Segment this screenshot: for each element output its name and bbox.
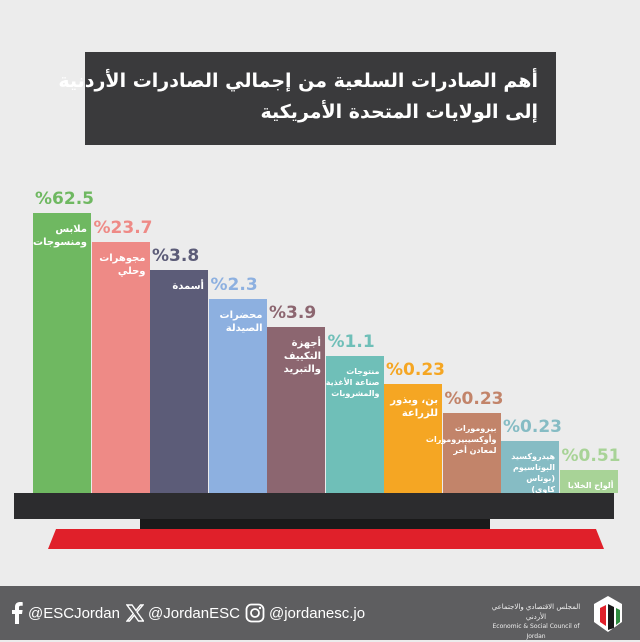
- chart-base-red-left: [48, 529, 56, 549]
- chart-base-red: [56, 529, 596, 549]
- x-icon: [126, 604, 144, 622]
- chart-title: أهم الصادرات السلعية من إجمالي الصادرات …: [58, 52, 556, 145]
- instagram-icon: [245, 603, 265, 623]
- bar-category-label: هيدروكسيد البوتاسيوم (بوتاس كاوي): [511, 452, 555, 494]
- chart-base-red-right: [596, 529, 604, 549]
- bar-value-label: %62.5: [35, 189, 94, 209]
- bar-category-label: منتوجات صناعة الأغذية والمشروبات: [325, 366, 380, 398]
- instagram-link[interactable]: @jordanesc.jo: [245, 602, 365, 624]
- bar-10: ألواح الخلايا الضوئية الفولتائية: [559, 469, 618, 512]
- bar-value-label: %0.23: [444, 388, 504, 409]
- bar-category-label: مجوهرات وحلي: [99, 252, 146, 277]
- bar-category-label: أسمدة: [172, 281, 204, 292]
- bar-5: أجهزة التكييف والتبريد: [267, 327, 325, 493]
- chart-base: [14, 493, 614, 519]
- chart-title-line-2: إلى الولايات المتحدة الأمريكية: [260, 101, 538, 123]
- facebook-link[interactable]: @ESCJordan: [10, 602, 120, 624]
- bar-value-label: %2.3: [210, 274, 258, 295]
- bar-category-label: أجهزة التكييف والتبريد: [283, 338, 321, 375]
- logo-text: المجلس الاقتصادي والاجتماعي الأردني Econ…: [486, 602, 586, 642]
- logo-text-en: Economic & Social Council of Jordan: [492, 623, 580, 640]
- bar-value-label: %0.23: [503, 417, 562, 437]
- bar-9: هيدروكسيد البوتاسيوم (بوتاس كاوي): [501, 441, 559, 494]
- bar-3: أسمدة: [150, 270, 208, 493]
- bar-category-label: بن، وبذور للزراعة: [390, 395, 438, 419]
- chart-title-line-1: أهم الصادرات السلعية من إجمالي الصادرات …: [58, 70, 538, 92]
- bar-value-label: %1.1: [327, 331, 375, 352]
- x-handle: @JordanESC: [148, 604, 240, 622]
- bar-value-label: %0.23: [386, 360, 445, 380]
- bar-category-label: محضرات الصيدلة: [219, 309, 263, 334]
- bar-6: منتوجات صناعة الأغذية والمشروبات: [325, 355, 384, 493]
- chart-base-shadow: [140, 519, 490, 529]
- bar-value-label: %3.8: [152, 246, 200, 266]
- esc-logo: [594, 596, 622, 632]
- esc-logo-block: المجلس الاقتصادي والاجتماعي الأردني Econ…: [486, 592, 626, 640]
- bar-category-label: بيرومورات وأوكسيبيرومورات لمعادن أخر: [425, 423, 497, 455]
- facebook-icon: [12, 602, 23, 624]
- instagram-handle: @jordanesc.jo: [269, 604, 366, 622]
- bar-7: بن، وبذور للزراعة: [384, 384, 442, 493]
- bar-value-label: %23.7: [93, 217, 153, 238]
- bar-8: بيرومورات وأوكسيبيرومورات لمعادن أخر: [425, 412, 501, 493]
- x-link[interactable]: @JordanESC: [126, 602, 240, 624]
- bar-value-label: %3.9: [269, 303, 317, 323]
- bar-1: ملابس ومنسوجات: [33, 213, 91, 493]
- bar-2: مجوهرات وحلي: [91, 241, 150, 493]
- bar-category-label: ملابس ومنسوجات: [33, 224, 87, 248]
- bar-4: محضرات الصيدلة: [208, 298, 267, 493]
- facebook-handle: @ESCJordan: [28, 604, 120, 622]
- bar-value-label: %0.51: [561, 445, 621, 466]
- logo-text-ar: المجلس الاقتصادي والاجتماعي الأردني: [491, 603, 581, 621]
- footer: @ESCJordan @JordanESC @jordanesc.jo المج…: [0, 586, 640, 640]
